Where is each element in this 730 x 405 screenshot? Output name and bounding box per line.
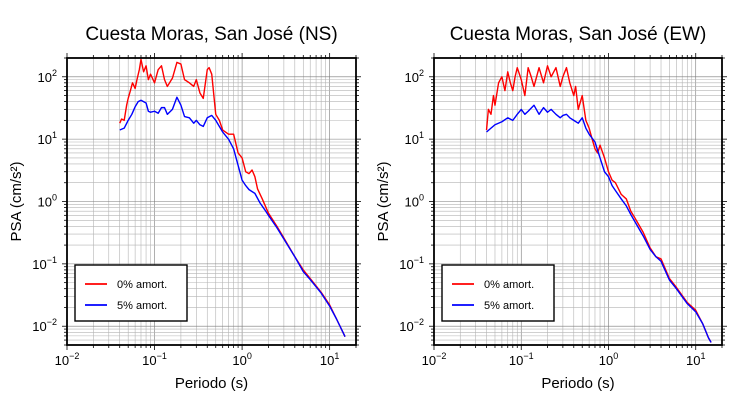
y-tick-label-base: 10 — [399, 257, 413, 272]
ticks — [429, 53, 727, 350]
x-tick-label: 100 — [232, 351, 251, 368]
x-tick-label: 10−2 — [55, 351, 80, 368]
y-tick-label-exp: −1 — [414, 255, 424, 265]
x-tick-label-exp: 1 — [334, 351, 339, 361]
legend-label-1: 5% amort. — [117, 300, 167, 312]
y-tick-label: 10−1 — [32, 255, 57, 272]
y-tick-label-base: 10 — [38, 195, 52, 210]
y-tick-label-exp: 0 — [419, 193, 424, 203]
legend-label-1: 5% amort. — [484, 300, 534, 312]
legend-label-0: 0% amort. — [117, 279, 167, 291]
y-tick-label-exp: 1 — [419, 130, 424, 140]
legend-box — [441, 264, 555, 322]
x-axis-label: Periodo (s) — [175, 375, 248, 392]
ticks — [62, 53, 361, 350]
y-tick-label-exp: −1 — [47, 255, 57, 265]
series-line-0 — [119, 58, 346, 337]
x-tick-label: 100 — [599, 351, 618, 368]
y-tick-label-base: 10 — [399, 319, 413, 334]
x-tick-label: 10−1 — [142, 351, 167, 368]
y-tick-label-exp: −2 — [414, 317, 424, 327]
y-tick-label: 101 — [405, 130, 424, 147]
x-tick-label-exp: −1 — [523, 351, 533, 361]
y-tick-label-base: 10 — [405, 195, 419, 210]
y-tick-label-exp: −2 — [47, 317, 57, 327]
y-tick-label: 100 — [405, 193, 424, 210]
series-line-1 — [119, 96, 346, 337]
x-tick-label: 101 — [686, 351, 705, 368]
x-tick-label-base: 10 — [599, 353, 613, 368]
y-tick-label-base: 10 — [32, 319, 46, 334]
legend: 0% amort. 5% amort. — [441, 264, 555, 322]
chart-title: Cuesta Moras, San José (EW) — [450, 24, 707, 45]
y-tick-label: 10−1 — [399, 255, 424, 272]
x-tick-label: 10−1 — [509, 351, 534, 368]
legend-label-0: 0% amort. — [484, 279, 534, 291]
y-tick-label-exp: 1 — [52, 130, 57, 140]
y-tick-label: 100 — [38, 193, 57, 210]
x-tick-label-base: 10 — [320, 353, 334, 368]
x-tick-label-exp: 0 — [613, 351, 618, 361]
y-tick-label: 102 — [38, 68, 57, 85]
x-tick-label-base: 10 — [55, 353, 69, 368]
y-tick-label: 102 — [405, 68, 424, 85]
y-tick-label-base: 10 — [405, 132, 419, 147]
x-tick-label-exp: 1 — [700, 351, 705, 361]
x-tick-label: 10−2 — [422, 351, 447, 368]
x-tick-label-base: 10 — [509, 353, 523, 368]
legend-box — [74, 264, 188, 322]
y-tick-label-base: 10 — [32, 257, 46, 272]
y-tick-label: 10−2 — [399, 317, 424, 334]
y-tick-label-base: 10 — [405, 70, 419, 85]
x-tick-label: 101 — [320, 351, 339, 368]
x-tick-label-base: 10 — [686, 353, 700, 368]
series-line-1 — [486, 104, 712, 343]
y-tick-label-base: 10 — [38, 70, 52, 85]
x-tick-label-exp: 0 — [247, 351, 252, 361]
y-tick-label-base: 10 — [38, 132, 52, 147]
y-tick-label: 101 — [38, 130, 57, 147]
y-tick-label-exp: 0 — [52, 193, 57, 203]
y-tick-label-exp: 2 — [52, 68, 57, 78]
x-tick-label-exp: −2 — [436, 351, 446, 361]
chart-title: Cuesta Moras, San José (NS) — [85, 24, 337, 45]
legend: 0% amort. 5% amort. — [74, 264, 188, 322]
y-tick-label: 10−2 — [32, 317, 57, 334]
series-line-0 — [485, 65, 712, 343]
y-tick-label-exp: 2 — [419, 68, 424, 78]
x-tick-label-base: 10 — [142, 353, 156, 368]
x-tick-label-base: 10 — [232, 353, 246, 368]
x-tick-label-exp: −2 — [69, 351, 79, 361]
x-tick-label-base: 10 — [422, 353, 436, 368]
y-axis-label: PSA (cm/s²) — [375, 161, 392, 241]
x-axis-label: Periodo (s) — [541, 375, 614, 392]
x-tick-label-exp: −1 — [157, 351, 167, 361]
y-axis-label: PSA (cm/s²) — [8, 161, 25, 241]
